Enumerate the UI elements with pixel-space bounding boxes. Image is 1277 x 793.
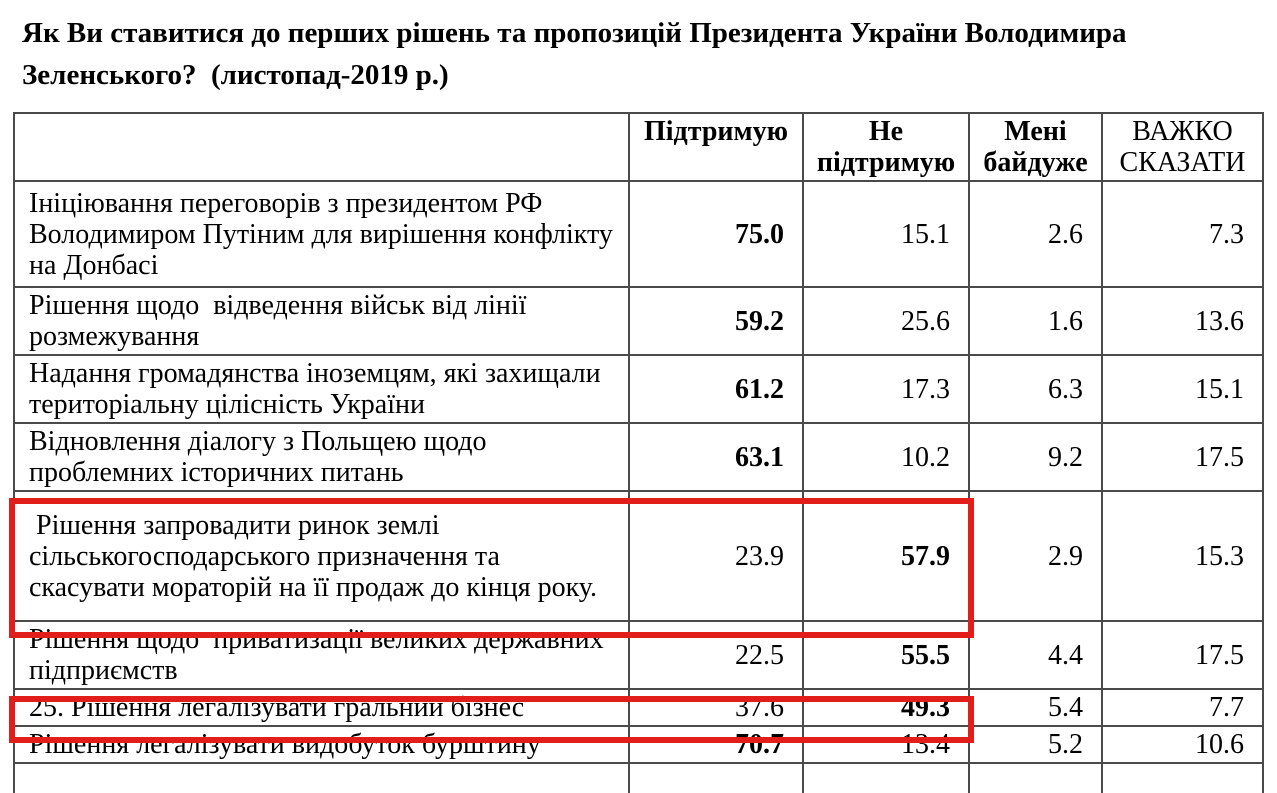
- results-table: Підтримую Не підтримую Мені байдуже ВАЖКО С…: [13, 112, 1264, 793]
- row-label-cell: Відновлення діалогу з Польщею щодо пробл…: [13, 422, 630, 492]
- value-cell: 17.5: [1101, 422, 1264, 492]
- table-row: Рішення запровадити ринок землі сільсько…: [13, 490, 1264, 622]
- value-cell: 15.1: [1101, 354, 1264, 424]
- value-cell: 59.2: [628, 286, 804, 356]
- column-header: Підтримую: [628, 112, 804, 182]
- value-cell: 70.7: [628, 725, 804, 764]
- row-label-cell: Надання громадянства іноземцям, які захи…: [13, 354, 630, 424]
- row-label-cell: Рішення запровадити ринок землі сільсько…: [13, 490, 630, 622]
- value-cell: 22.5: [628, 620, 804, 690]
- value-cell: 9.2: [968, 422, 1103, 492]
- cutoff-cell: [802, 762, 970, 793]
- value-cell: 49.3: [802, 688, 970, 727]
- column-header: Мені байдуже: [968, 112, 1103, 182]
- value-cell: 10.2: [802, 422, 970, 492]
- value-cell: 5.4: [968, 688, 1103, 727]
- cutoff-cell: [13, 762, 630, 793]
- value-cell: 17.3: [802, 354, 970, 424]
- column-header: ВАЖКО СКАЗАТИ: [1101, 112, 1264, 182]
- value-cell: 7.3: [1101, 180, 1264, 288]
- column-header: Не підтримую: [802, 112, 970, 182]
- row-label-cell: Рішення щодо відведення військ від лінії…: [13, 286, 630, 356]
- table-row: Ініціювання переговорів з президентом РФ…: [13, 180, 1264, 288]
- value-cell: 2.6: [968, 180, 1103, 288]
- value-cell: 7.7: [1101, 688, 1264, 727]
- value-cell: 61.2: [628, 354, 804, 424]
- page-title: Як Ви ставитися до перших рішень та проп…: [22, 17, 1134, 91]
- value-cell: 17.5: [1101, 620, 1264, 690]
- value-cell: 10.6: [1101, 725, 1264, 764]
- table-row: Рішення легалізувати видобуток бурштину 7…: [13, 725, 1264, 764]
- value-cell: 37.6: [628, 688, 804, 727]
- table-row: 25. Рішення легалізувати гральний бізнес…: [13, 688, 1264, 727]
- value-cell: 55.5: [802, 620, 970, 690]
- cutoff-cell: [968, 762, 1103, 793]
- table-row: Відновлення діалогу з Польщею щодо пробл…: [13, 422, 1264, 492]
- header-empty-cell: [13, 112, 630, 182]
- value-cell: 63.1: [628, 422, 804, 492]
- table-body: Ініціювання переговорів з президентом РФ…: [13, 180, 1264, 793]
- cutoff-cell: [628, 762, 804, 793]
- value-cell: 13.6: [1101, 286, 1264, 356]
- value-cell: 75.0: [628, 180, 804, 288]
- value-cell: 6.3: [968, 354, 1103, 424]
- value-cell: 25.6: [802, 286, 970, 356]
- header-row: Підтримую Не підтримую Мені байдуже ВАЖКО С…: [13, 112, 1264, 182]
- cutoff-cell: [1101, 762, 1264, 793]
- row-label-cell: Ініціювання переговорів з президентом РФ…: [13, 180, 630, 288]
- row-label-cell: 25. Рішення легалізувати гральний бізнес: [13, 688, 630, 727]
- value-cell: 2.9: [968, 490, 1103, 622]
- value-cell: 15.3: [1101, 490, 1264, 622]
- value-cell: 57.9: [802, 490, 970, 622]
- table-row: Надання громадянства іноземцям, які захи…: [13, 354, 1264, 424]
- value-cell: 23.9: [628, 490, 804, 622]
- row-label-cell: Рішення щодо приватизації великих держав…: [13, 620, 630, 690]
- table-row: Рішення щодо відведення військ від лінії…: [13, 286, 1264, 356]
- value-cell: 1.6: [968, 286, 1103, 356]
- value-cell: 15.1: [802, 180, 970, 288]
- row-label-cell: Рішення легалізувати видобуток бурштину: [13, 725, 630, 764]
- value-cell: 13.4: [802, 725, 970, 764]
- cutoff-row: [13, 762, 1264, 793]
- table-row: Рішення щодо приватизації великих держав…: [13, 620, 1264, 690]
- value-cell: 5.2: [968, 725, 1103, 764]
- value-cell: 4.4: [968, 620, 1103, 690]
